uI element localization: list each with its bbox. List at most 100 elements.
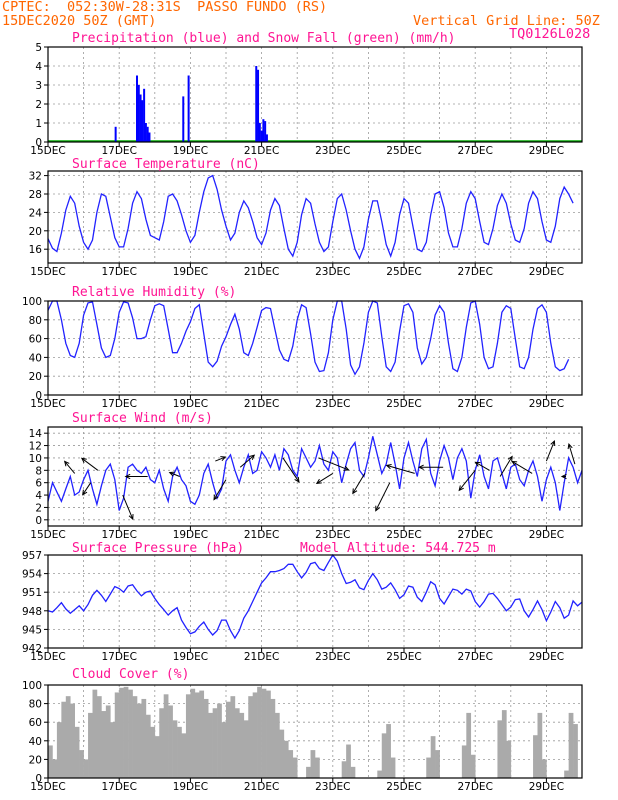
- cloud-x-tick-label: 29DEC: [529, 781, 564, 793]
- cloud-bar: [261, 688, 267, 778]
- pres-x-tick-label: 23DEC: [315, 651, 350, 663]
- precip-bar: [137, 85, 140, 142]
- wind-y-tick-label: 8: [35, 465, 42, 477]
- cloud-bar: [137, 703, 142, 778]
- cloud-bar: [203, 698, 209, 778]
- rh-x-tick-label: 25DEC: [386, 398, 421, 410]
- cloud-bar: [252, 692, 258, 778]
- plot-frame: [47, 300, 583, 396]
- cloud-y-tick-label: 20: [29, 754, 42, 766]
- wind-arrow: [499, 455, 513, 477]
- cloud-bar: [279, 729, 285, 778]
- temp-x-tick-label: 21DEC: [244, 266, 279, 278]
- precip-y-tick-label: 4: [35, 61, 42, 73]
- cloud-y-tick-label: 40: [29, 736, 42, 748]
- cloud-bar: [217, 703, 222, 778]
- wind-arrow: [511, 460, 533, 474]
- cloud-bar: [114, 692, 120, 778]
- panel-temp: [44, 170, 583, 267]
- precip-bar: [187, 75, 190, 142]
- precip-bar: [146, 126, 149, 142]
- wind-x-tick-label: 21DEC: [244, 529, 279, 541]
- precip-bar: [148, 132, 151, 142]
- cloud-bar: [141, 698, 147, 778]
- rh-x-tick-label: 21DEC: [244, 398, 279, 410]
- cloud-bar: [243, 720, 249, 778]
- cloud-bar: [257, 686, 262, 778]
- cloud-bar: [56, 722, 62, 778]
- wind-arrow: [352, 473, 366, 495]
- cloud-bar: [350, 766, 356, 778]
- pres-x-tick-label: 17DEC: [101, 651, 136, 663]
- precip-bar: [258, 123, 261, 142]
- precip-bar: [255, 66, 258, 142]
- cloud-y-tick-label: 100: [22, 680, 42, 692]
- wind-arrow: [213, 479, 227, 501]
- temp-x-tick-label: 27DEC: [457, 266, 492, 278]
- precip-bar: [260, 130, 263, 142]
- precip-y-tick-label: 3: [35, 80, 42, 92]
- pres-y-tick-label: 957: [22, 550, 42, 562]
- cloud-bar: [568, 712, 574, 778]
- wind-x-tick-label: 27DEC: [457, 529, 492, 541]
- wind-arrow: [385, 464, 415, 474]
- cloud-bar: [168, 705, 173, 778]
- cloud-bar: [537, 712, 543, 778]
- pres-y-tick-label: 954: [22, 569, 42, 581]
- cloud-bar: [274, 712, 280, 778]
- temp-x-tick-label: 23DEC: [315, 266, 350, 278]
- wind-y-tick-label: 6: [35, 478, 42, 490]
- plot-frame: [47, 170, 583, 264]
- wind-x-tick-label: 23DEC: [315, 529, 350, 541]
- cloud-bar: [506, 740, 512, 778]
- cloud-bar: [110, 722, 116, 778]
- cloud-title: Cloud Cover (%): [72, 667, 189, 682]
- rh-y-tick-label: 20: [29, 371, 42, 383]
- header-station: CPTEC: 052:30W-28:31S PASSO FUNDO (RS): [2, 0, 328, 15]
- rh-x-tick-label: 17DEC: [101, 398, 136, 410]
- cloud-bar: [123, 686, 129, 778]
- cloud-bar: [154, 736, 160, 778]
- wind-arrow: [560, 473, 567, 480]
- temp-x-tick-label: 19DEC: [173, 266, 208, 278]
- wind-series-line: [47, 436, 583, 511]
- wind-arrow: [545, 439, 556, 462]
- wind-y-tick-label: 0: [35, 515, 42, 527]
- temp-series-line: [47, 174, 574, 261]
- cloud-bar: [310, 750, 316, 778]
- cloud-bar: [199, 690, 205, 778]
- pres-x-tick-label: 19DEC: [173, 651, 208, 663]
- wind-y-tick-label: 2: [35, 502, 42, 514]
- pres-y-tick-label: 948: [22, 606, 42, 618]
- cloud-bar: [105, 705, 111, 778]
- pres-x-tick-label: 29DEC: [529, 651, 564, 663]
- precip-x-tick-label: 25DEC: [386, 145, 421, 157]
- wind-arrow: [474, 461, 490, 471]
- wind-x-tick-label: 15DEC: [30, 529, 65, 541]
- cloud-bar: [101, 711, 107, 778]
- precip-bar: [265, 134, 268, 142]
- rh-y-tick-label: 60: [29, 334, 42, 346]
- pres-x-tick-label: 21DEC: [244, 651, 279, 663]
- cloud-bar: [533, 735, 538, 778]
- cloud-bar: [292, 757, 298, 778]
- panel-pres: [44, 553, 583, 652]
- cloud-x-tick-label: 17DEC: [101, 781, 136, 793]
- precip-x-tick-label: 29DEC: [529, 145, 564, 157]
- cloud-x-tick-label: 27DEC: [457, 781, 492, 793]
- wind-y-tick-label: 14: [29, 428, 43, 440]
- pres-x-tick-label: 27DEC: [457, 651, 492, 663]
- wind-arrow: [63, 460, 76, 474]
- wind-x-tick-label: 25DEC: [386, 529, 421, 541]
- temp-x-tick-label: 29DEC: [529, 266, 564, 278]
- precip-bar: [144, 123, 147, 142]
- cloud-bar: [150, 726, 156, 778]
- pres-x-tick-label: 15DEC: [30, 651, 65, 663]
- rh-series-line: [47, 300, 570, 376]
- precip-title: Precipitation (blue) and Snow Fall (gree…: [72, 31, 456, 46]
- cloud-bar: [564, 770, 569, 778]
- cloud-bar: [52, 759, 58, 778]
- cloud-bar: [390, 757, 396, 778]
- plot-frame: [47, 684, 583, 779]
